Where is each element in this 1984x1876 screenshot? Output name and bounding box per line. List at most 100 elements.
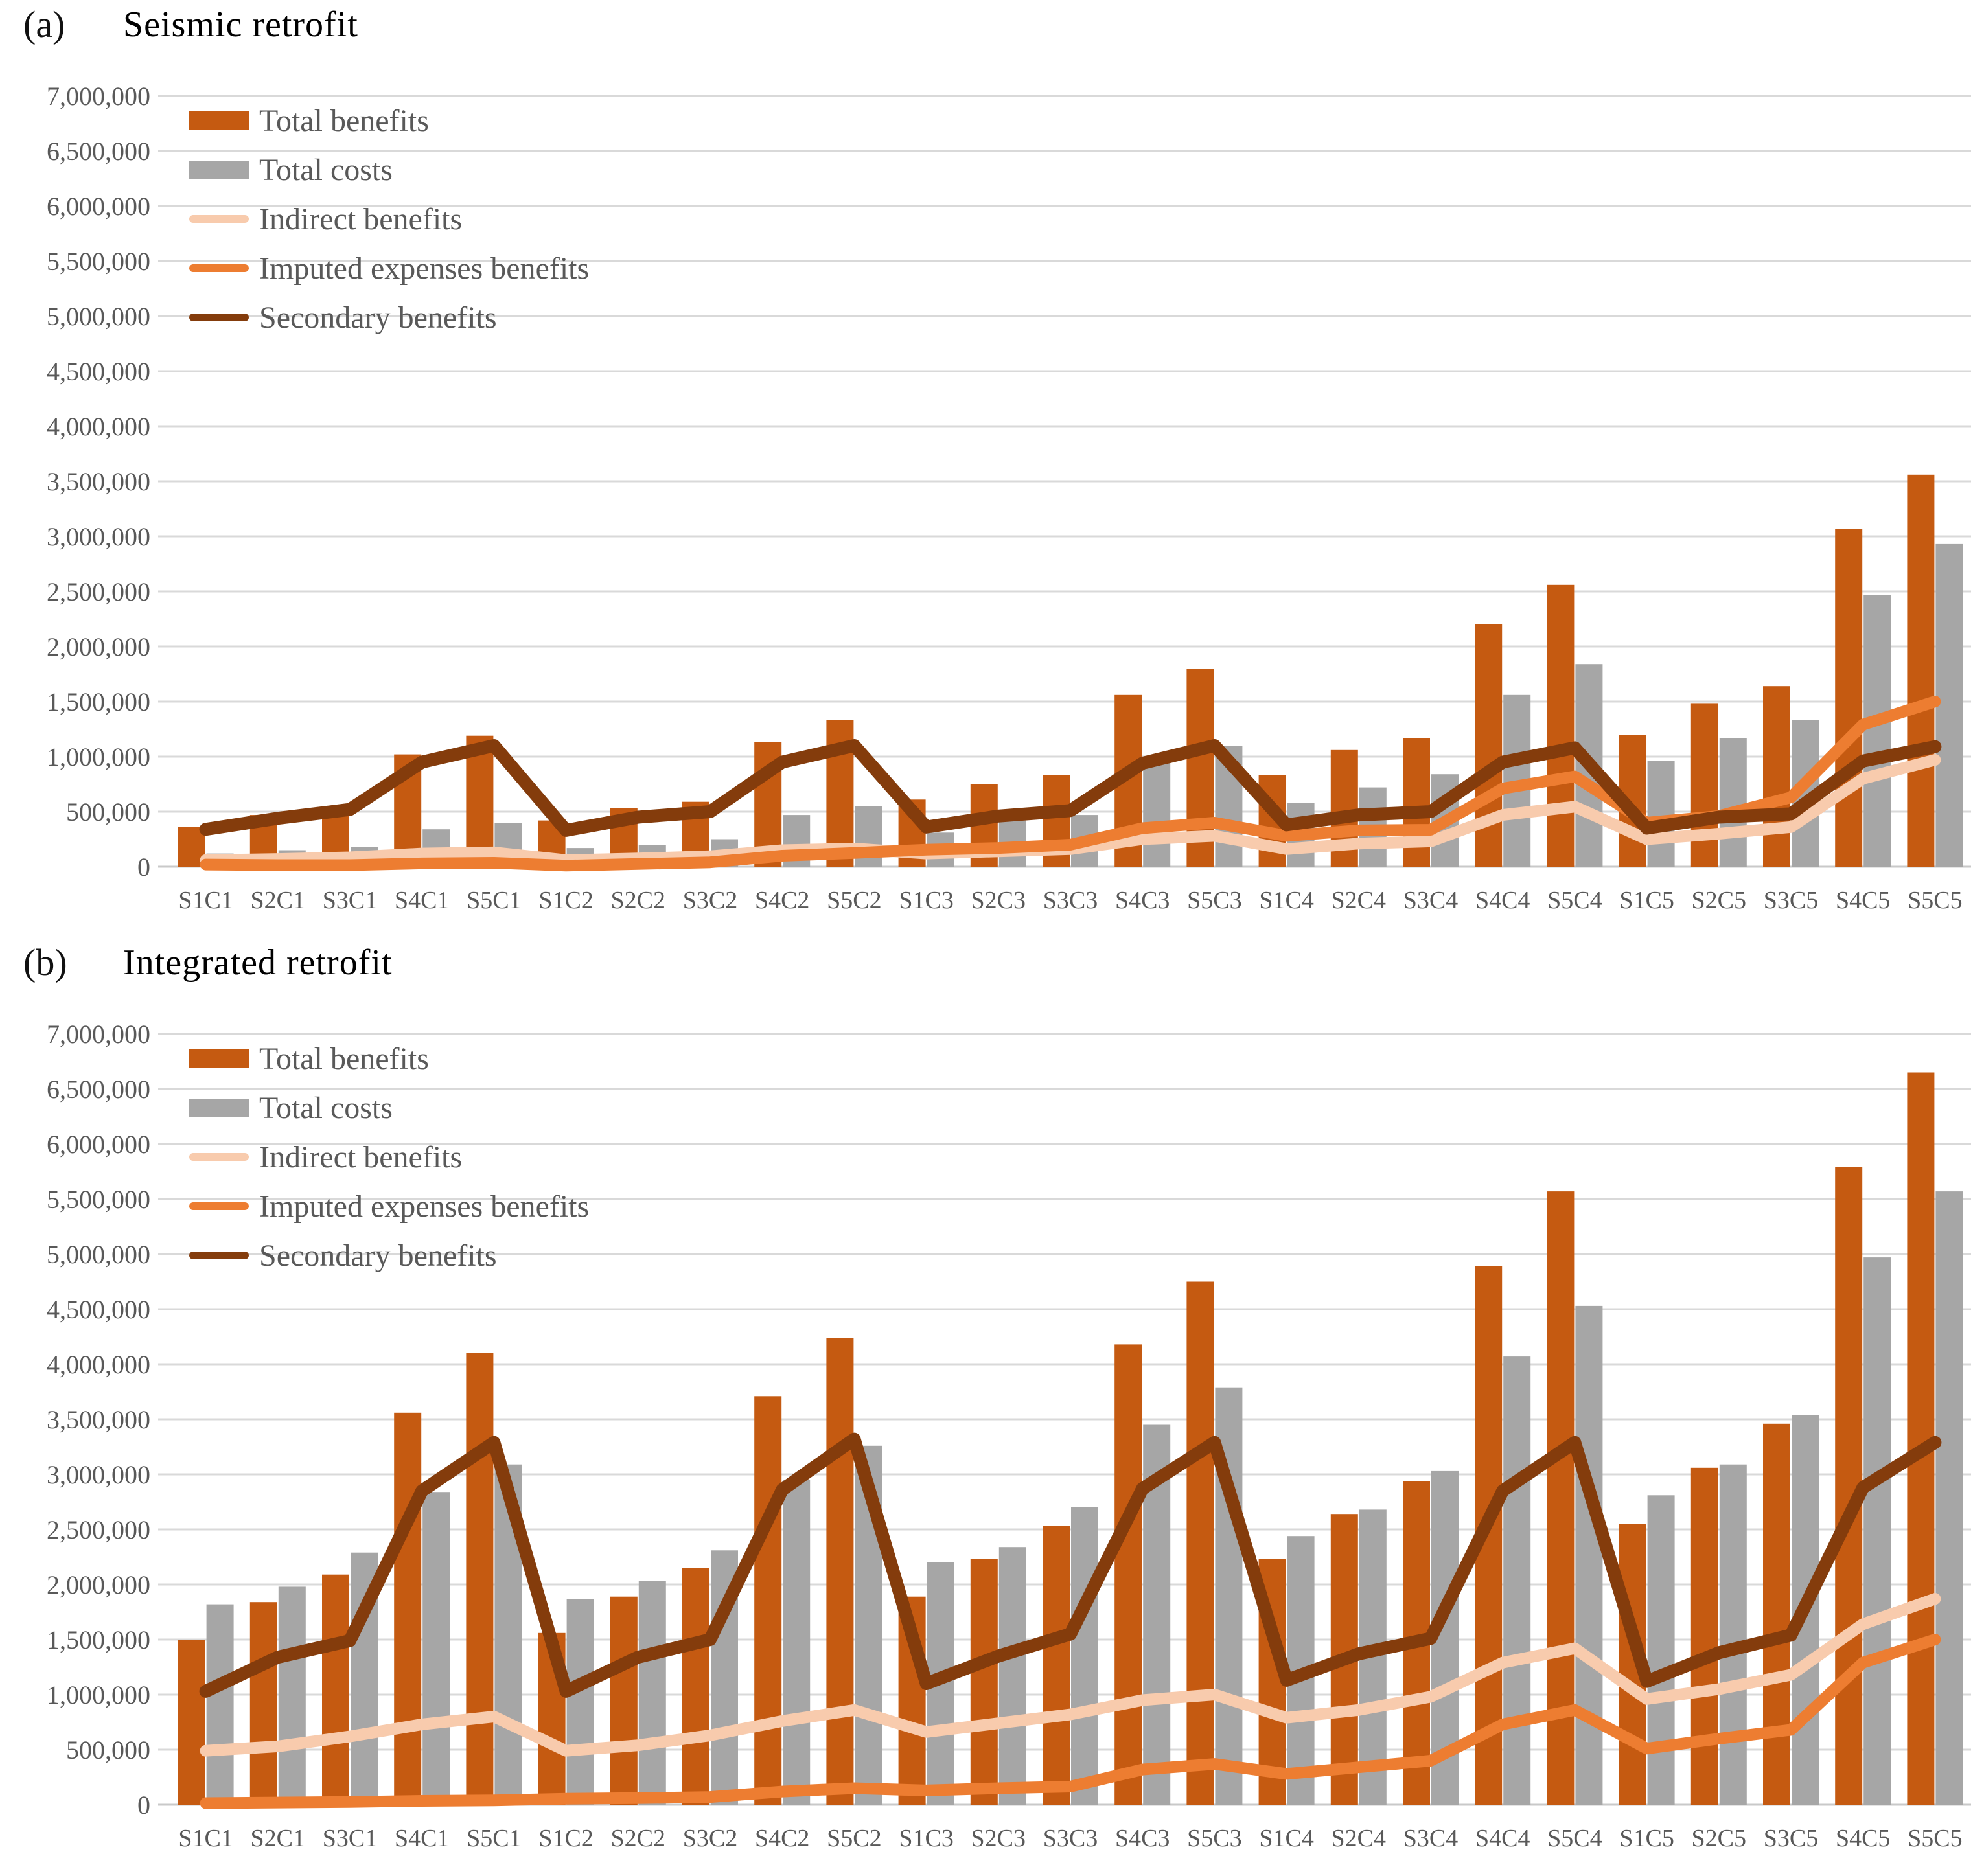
y-tick-label: 500,000 bbox=[66, 797, 150, 827]
bar-total-benefits-s5c4 bbox=[1547, 1191, 1575, 1805]
bar-total-costs-s4c3 bbox=[1143, 761, 1171, 867]
bar-total-benefits-s2c5 bbox=[1690, 1467, 1718, 1805]
x-tick-label-s1c1: S1C1 bbox=[178, 887, 233, 914]
x-tick-label-s4c2: S4C2 bbox=[755, 1825, 809, 1852]
legend-b: Total benefits Total costs Indirect benefi… bbox=[189, 1034, 589, 1280]
total-benefits-swatch-icon bbox=[189, 111, 249, 130]
legend-label: Total benefits bbox=[259, 1041, 429, 1076]
bar-total-benefits-s2c1 bbox=[249, 1602, 277, 1805]
bar-total-costs-s1c2 bbox=[566, 1599, 594, 1805]
y-tick-label: 6,000,000 bbox=[47, 192, 150, 221]
legend-label: Secondary benefits bbox=[259, 1238, 497, 1273]
bar-total-benefits-s5c2 bbox=[826, 1338, 854, 1805]
x-tick-label-s2c2: S2C2 bbox=[611, 1825, 665, 1852]
legend-label: Imputed expenses benefits bbox=[259, 1189, 590, 1224]
bar-total-costs-s4c4 bbox=[1503, 1356, 1531, 1805]
legend-item-indirect-benefits: Indirect benefits bbox=[189, 194, 589, 244]
x-tick-label-s1c1: S1C1 bbox=[178, 1825, 233, 1852]
x-tick-label-s5c4: S5C4 bbox=[1547, 1825, 1602, 1852]
x-tick-label-s3c3: S3C3 bbox=[1043, 1825, 1098, 1852]
bar-total-benefits-s4c3 bbox=[1114, 1344, 1142, 1805]
legend-item-total-benefits: Total benefits bbox=[189, 96, 589, 145]
total-benefits-swatch-icon bbox=[189, 1049, 249, 1068]
y-tick-label: 3,000,000 bbox=[47, 522, 150, 551]
bar-total-costs-s5c4 bbox=[1575, 1305, 1603, 1805]
legend-label: Secondary benefits bbox=[259, 300, 497, 335]
y-tick-label: 6,500,000 bbox=[47, 1075, 150, 1104]
x-tick-label-s4c5: S4C5 bbox=[1836, 887, 1890, 914]
panel-label-b: (b) bbox=[23, 941, 67, 983]
y-tick-label: 2,500,000 bbox=[47, 577, 150, 606]
bar-total-benefits-s4c5 bbox=[1835, 529, 1863, 867]
y-tick-label: 3,000,000 bbox=[47, 1460, 150, 1489]
x-tick-label-s2c1: S2C1 bbox=[251, 1825, 305, 1852]
bar-total-costs-s4c2 bbox=[783, 1480, 811, 1805]
line-secondary-benefits bbox=[199, 1432, 1942, 1698]
x-tick-label-s4c1: S4C1 bbox=[395, 887, 449, 914]
x-tick-label-s4c2: S4C2 bbox=[755, 887, 809, 914]
x-tick-label-s2c3: S2C3 bbox=[971, 1825, 1026, 1852]
x-tick-label-s4c3: S4C3 bbox=[1115, 1825, 1170, 1852]
bar-total-costs-s4c5 bbox=[1863, 1257, 1891, 1805]
x-tick-label-s3c4: S3C4 bbox=[1403, 1825, 1458, 1852]
y-tick-label: 3,500,000 bbox=[47, 1405, 150, 1434]
bar-total-costs-s5c5 bbox=[1935, 543, 1963, 867]
x-tick-label-s3c3: S3C3 bbox=[1043, 887, 1098, 914]
panel-label-a: (a) bbox=[23, 3, 65, 45]
x-tick-label-s3c5: S3C5 bbox=[1764, 1825, 1818, 1852]
legend-label: Total costs bbox=[259, 152, 393, 187]
x-tick-label-s1c3: S1C3 bbox=[899, 887, 953, 914]
line-secondary-benefits bbox=[199, 739, 1942, 837]
x-tick-label-s2c4: S2C4 bbox=[1332, 1825, 1386, 1852]
bar-total-costs-s4c5 bbox=[1863, 595, 1891, 867]
y-tick-label: 1,000,000 bbox=[47, 742, 150, 772]
x-tick-label-s5c1: S5C1 bbox=[467, 1825, 521, 1852]
y-tick-label: 6,000,000 bbox=[47, 1130, 150, 1159]
x-tick-label-s5c1: S5C1 bbox=[467, 887, 521, 914]
bar-total-benefits-s2c5 bbox=[1690, 704, 1718, 867]
bar-total-benefits-s2c2 bbox=[610, 1596, 638, 1805]
x-tick-label-s1c3: S1C3 bbox=[899, 1825, 953, 1852]
bar-total-benefits-s5c4 bbox=[1547, 584, 1575, 867]
bar-total-costs-s2c5 bbox=[1719, 1464, 1747, 1805]
bar-total-benefits-s4c2 bbox=[754, 1396, 782, 1805]
secondary-benefits-swatch-icon bbox=[189, 314, 249, 321]
chart-panel-b: (b) Integrated retrofit 0 500,000 1,000,00… bbox=[0, 938, 1984, 1876]
x-tick-label-s4c4: S4C4 bbox=[1475, 887, 1530, 914]
x-tick-label-s4c5: S4C5 bbox=[1836, 1825, 1890, 1852]
legend-item-imputed-expenses-benefits: Imputed expenses benefits bbox=[189, 1182, 589, 1231]
x-tick-label-s3c1: S3C1 bbox=[323, 887, 377, 914]
y-tick-label: 4,500,000 bbox=[47, 357, 150, 386]
y-tick-label: 1,500,000 bbox=[47, 687, 150, 716]
chart-svg-a: 0 500,000 1,000,000 1,500,000 2,000,000 2,500… bbox=[47, 82, 1971, 914]
bar-total-benefits-s4c1 bbox=[394, 1412, 422, 1805]
y-tick-label: 0 bbox=[137, 1790, 150, 1820]
legend-item-imputed-expenses-benefits: Imputed expenses benefits bbox=[189, 244, 589, 293]
total-costs-swatch-icon bbox=[189, 161, 249, 179]
y-tick-label: 6,500,000 bbox=[47, 137, 150, 166]
bar-total-benefits-s3c1 bbox=[322, 1574, 349, 1805]
bar-total-costs-s2c3 bbox=[998, 1547, 1026, 1805]
y-tick-label: 1,000,000 bbox=[47, 1680, 150, 1710]
bar-total-benefits-s5c3 bbox=[1186, 1281, 1214, 1805]
x-tick-label-s3c5: S3C5 bbox=[1764, 887, 1818, 914]
x-tick-label-s5c3: S5C3 bbox=[1187, 887, 1241, 914]
legend-a: Total benefits Total costs Indirect benefi… bbox=[189, 96, 589, 342]
legend-item-secondary-benefits: Secondary benefits bbox=[189, 1231, 589, 1280]
line-imputed-expenses-benefits bbox=[200, 1634, 1941, 1809]
x-tick-label-s1c2: S1C2 bbox=[538, 1825, 593, 1852]
x-tick-label-s2c4: S2C4 bbox=[1332, 887, 1386, 914]
x-tick-label-s5c5: S5C5 bbox=[1908, 1825, 1962, 1852]
indirect-benefits-swatch-icon bbox=[189, 215, 249, 223]
bar-total-benefits-s5c1 bbox=[466, 1353, 494, 1805]
bar-total-costs-s1c1 bbox=[206, 1604, 234, 1805]
x-tick-label-s3c2: S3C2 bbox=[683, 887, 737, 914]
bar-total-benefits-s3c5 bbox=[1763, 686, 1790, 867]
imputed-expenses-benefits-swatch-icon bbox=[189, 1202, 249, 1210]
y-tick-label: 7,000,000 bbox=[47, 1020, 150, 1049]
bar-total-costs-s4c1 bbox=[422, 1492, 450, 1805]
x-tick-label-s1c5: S1C5 bbox=[1619, 887, 1674, 914]
x-tick-label-s1c4: S1C4 bbox=[1259, 887, 1313, 914]
line-indirect-benefits bbox=[200, 1593, 1941, 1757]
y-tick-label: 0 bbox=[137, 852, 150, 882]
